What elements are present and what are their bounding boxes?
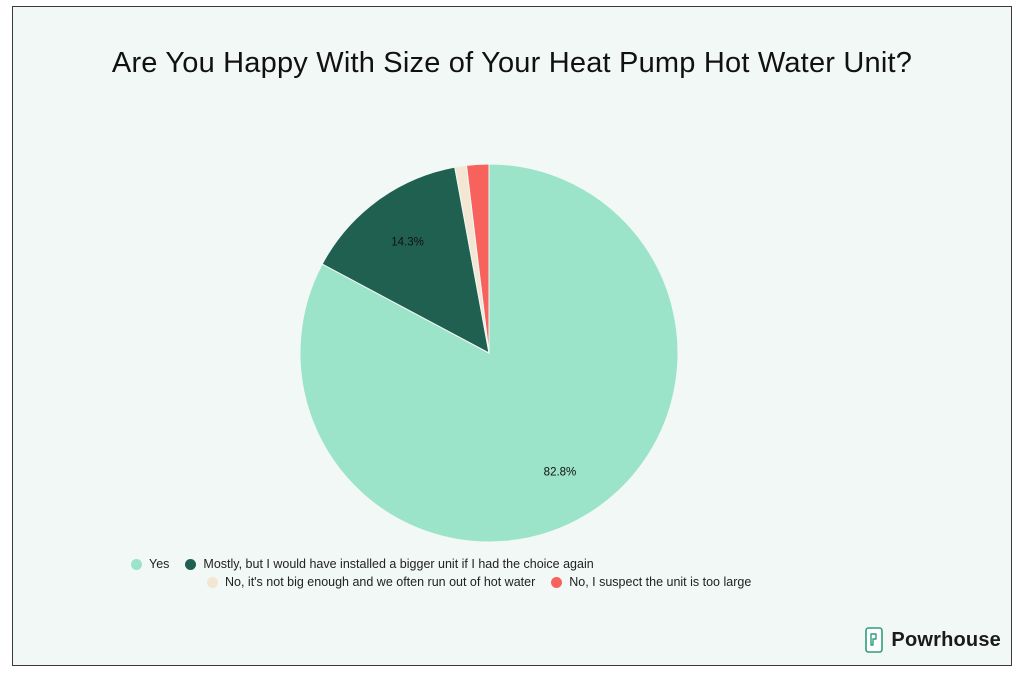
pie-chart: 82.8% 14.3% — [299, 163, 679, 543]
legend-item-yes: Yes — [131, 557, 169, 571]
legend-row-1: Yes Mostly, but I would have installed a… — [131, 557, 610, 571]
legend-label-not-big-enough: No, it's not big enough and we often run… — [225, 575, 536, 589]
legend-swatch-mostly — [185, 558, 197, 570]
data-label-mostly: 14.3% — [391, 237, 424, 249]
legend-swatch-yes — [131, 558, 142, 570]
chart-title: Are You Happy With Size of Your Heat Pum… — [111, 47, 913, 79]
legend-item-not-big-enough: No, it's not big enough and we often run… — [207, 575, 535, 589]
data-label-yes: 82.8% — [544, 466, 577, 478]
brand-logo: Powrhouse — [865, 627, 1001, 653]
chart-frame: Are You Happy With Size of Your Heat Pum… — [12, 6, 1012, 666]
legend-swatch-too-large — [551, 576, 563, 588]
legend-swatch-not-big-enough — [207, 576, 218, 588]
legend-label-too-large: No, I suspect the unit is too large — [569, 575, 752, 589]
legend-item-mostly: Mostly, but I would have installed a big… — [185, 557, 594, 571]
powrhouse-logo-icon — [865, 627, 884, 653]
legend-row-2: No, it's not big enough and we often run… — [207, 575, 767, 589]
pie-slice-too-large — [465, 163, 490, 354]
legend-label-mostly: Mostly, but I would have installed a big… — [203, 557, 594, 571]
legend-item-too-large: No, I suspect the unit is too large — [551, 575, 751, 589]
pie-slice-mostly — [321, 166, 490, 354]
legend-label-yes: Yes — [149, 557, 170, 571]
brand-name: Powrhouse — [891, 628, 1001, 651]
